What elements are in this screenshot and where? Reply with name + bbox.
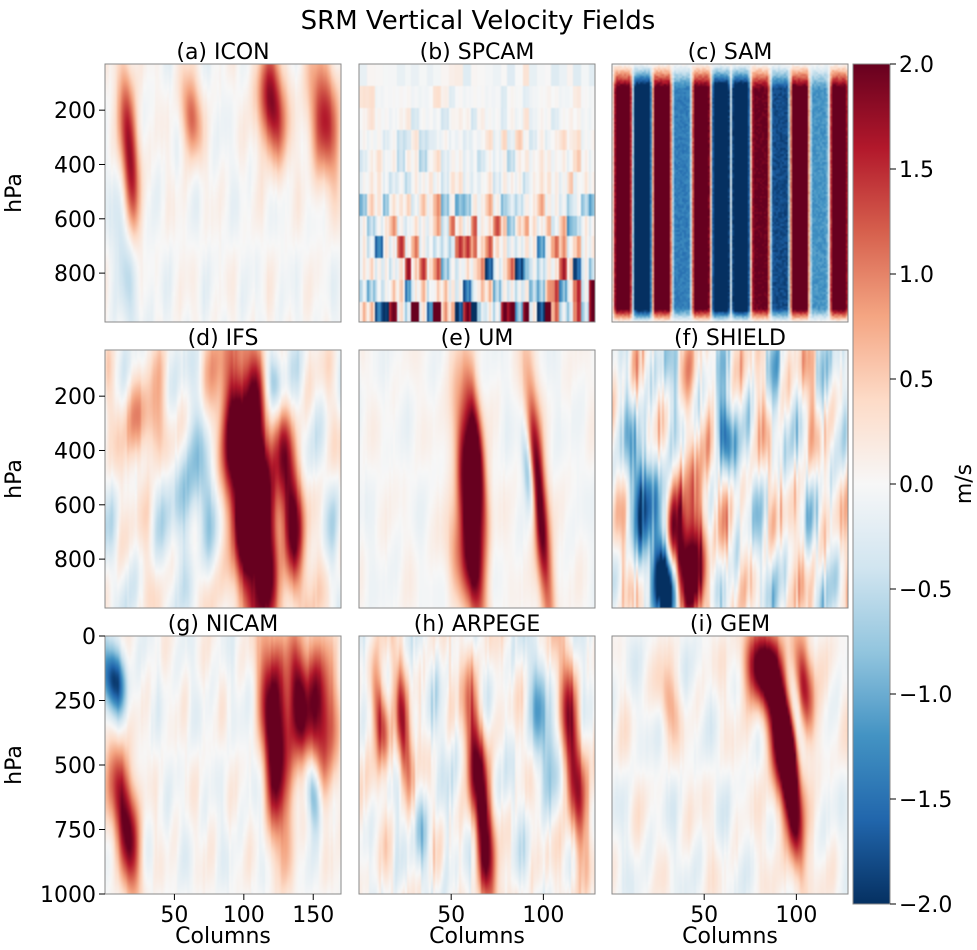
panel-frame <box>104 63 342 323</box>
panel: (a) ICON 200 400 600 800 hPa <box>2 40 342 323</box>
panel-frame <box>611 63 849 323</box>
y-tick-label: 500 <box>54 754 96 779</box>
panel-title: (a) ICON <box>176 40 269 65</box>
panel-frame <box>358 635 596 895</box>
heatmap-image <box>105 636 341 894</box>
colorbar-tick-label: 1.0 <box>899 263 934 288</box>
x-tick-label: 50 <box>437 903 465 928</box>
y-tick-label: 800 <box>54 548 96 573</box>
panel-title: (h) ARPEGE <box>414 612 541 637</box>
y-axis-label: hPa <box>2 173 27 213</box>
panel-frame <box>104 349 342 609</box>
colorbar-tick-label: −0.5 <box>899 578 952 603</box>
colorbar-tick-label: 2.0 <box>899 53 934 78</box>
panel: (g) NICAM 0 250 500 750 1000 hPa 50 100 150 Column… <box>2 612 342 949</box>
x-axis-label: Columns <box>682 924 778 949</box>
y-tick-label: 1000 <box>40 883 96 908</box>
panel: (f) SHIELD <box>611 326 849 609</box>
panels: (a) ICON 200 400 600 800 hPa (b) SPCAM (c) SAM (… <box>2 40 849 949</box>
panel-title: (b) SPCAM <box>420 40 535 65</box>
x-axis-label: Columns <box>429 924 525 949</box>
panel-title: (e) UM <box>441 326 514 351</box>
figure-title: SRM Vertical Velocity Fields <box>301 6 656 36</box>
panel-frame <box>358 63 596 323</box>
colorbar-label: m/s <box>952 464 977 504</box>
panel: (c) SAM <box>611 40 849 323</box>
colorbar-bar <box>852 63 891 905</box>
y-tick-label: 400 <box>54 439 96 464</box>
heatmap-image <box>359 636 595 894</box>
y-tick-label: 600 <box>54 494 96 519</box>
panel: (d) IFS 200 400 600 800 hPa <box>2 326 342 609</box>
panel-frame <box>358 349 596 609</box>
y-tick-label: 600 <box>54 208 96 233</box>
y-tick-label: 200 <box>54 99 96 124</box>
colorbar-tick-label: −1.5 <box>899 788 952 813</box>
heatmap-image <box>612 350 848 608</box>
colorbar-tick-label: −2.0 <box>899 893 952 918</box>
panel: (e) UM <box>358 326 596 609</box>
heatmap-image <box>359 350 595 608</box>
heatmap-image <box>612 64 848 322</box>
y-tick-label: 250 <box>54 690 96 715</box>
panel-title: (c) SAM <box>688 40 773 65</box>
panel-frame <box>611 635 849 895</box>
colorbar-tick-label: −1.0 <box>899 683 952 708</box>
panel-title: (f) SHIELD <box>674 326 786 351</box>
x-tick-label: 50 <box>160 903 188 928</box>
x-tick-label: 50 <box>690 903 718 928</box>
x-tick-label: 150 <box>292 903 334 928</box>
heatmap-image <box>612 636 848 894</box>
colorbar-tick-label: 0.5 <box>899 368 934 393</box>
x-axis-label: Columns <box>175 924 271 949</box>
colorbar: 2.0 1.5 1.0 0.5 0.0 −0.5 −1.0 −1.5 −2.0 m/s <box>852 53 977 918</box>
heatmap-image <box>105 350 341 608</box>
colorbar-ticks: 2.0 1.5 1.0 0.5 0.0 −0.5 −1.0 −1.5 −2.0 <box>890 53 952 918</box>
y-tick-label: 200 <box>54 385 96 410</box>
panel-title: (i) GEM <box>690 612 770 637</box>
y-tick-label: 0 <box>82 625 96 650</box>
heatmap-image <box>105 64 341 322</box>
panel-title: (g) NICAM <box>168 612 278 637</box>
panel-title: (d) IFS <box>188 326 259 351</box>
panel-frame <box>611 349 849 609</box>
colorbar-tick-label: 0.0 <box>899 473 934 498</box>
x-tick-label: 100 <box>522 903 564 928</box>
y-tick-label: 750 <box>54 819 96 844</box>
panel: (b) SPCAM <box>358 40 596 323</box>
y-axis-label: hPa <box>2 459 27 499</box>
y-axis-label: hPa <box>2 745 27 785</box>
y-tick-label: 400 <box>54 153 96 178</box>
heatmap-image <box>359 64 595 322</box>
x-tick-label: 100 <box>775 903 817 928</box>
x-tick-label: 100 <box>223 903 265 928</box>
colorbar-tick-label: 1.5 <box>899 158 934 183</box>
y-tick-label: 800 <box>54 262 96 287</box>
